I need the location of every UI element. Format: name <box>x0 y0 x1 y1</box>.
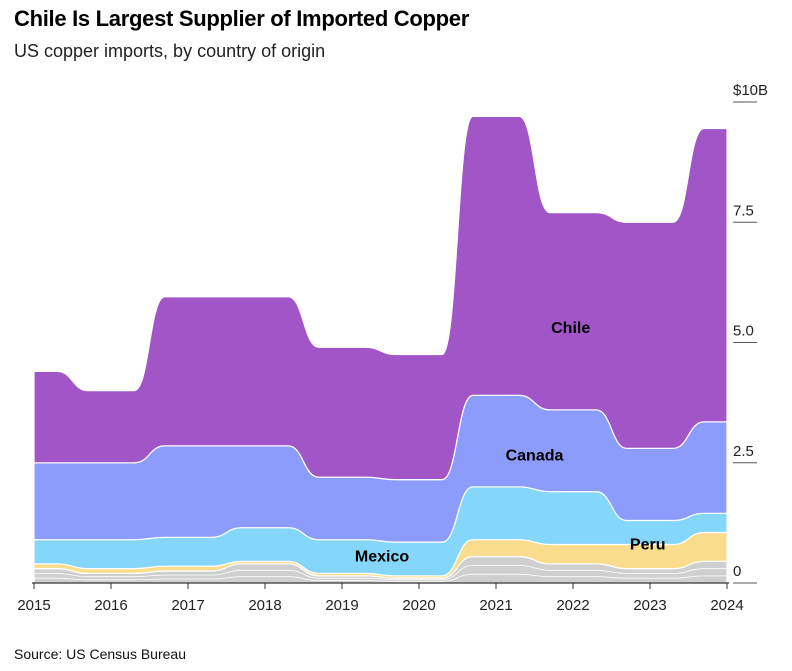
x-tick-label: 2015 <box>17 597 50 614</box>
y-tick-label: 7.5 <box>733 202 754 219</box>
y-tick-label: 5.0 <box>733 323 754 340</box>
x-tick-label: 2024 <box>710 597 743 614</box>
x-axis: 2015 2016 2017 2018 2019 2020 2021 2022 2023 2024 <box>17 582 744 614</box>
x-tick-label: 2021 <box>479 597 512 614</box>
y-tick-label: $10B <box>733 82 768 99</box>
y-tick-label: 2.5 <box>733 443 754 460</box>
x-tick-label: 2020 <box>402 597 435 614</box>
x-tick-label: 2022 <box>556 597 589 614</box>
other-band-divider <box>34 565 727 581</box>
series-label-chile: Chile <box>551 320 590 337</box>
x-tick-label: 2019 <box>325 597 358 614</box>
x-tick-label: 2016 <box>94 597 127 614</box>
y-tick-label: 0 <box>733 563 741 580</box>
x-tick-label: 2017 <box>171 597 204 614</box>
series-label-peru: Peru <box>630 537 666 554</box>
chart-subtitle: US copper imports, by country of origin <box>14 41 326 61</box>
stacked-area-chart: Chile Canada Mexico Peru 0 2.5 5.0 7.5 $10B 201… <box>17 82 768 614</box>
series-label-group: Chile Canada Mexico Peru <box>355 320 666 565</box>
other-band-divider <box>34 573 727 582</box>
x-tick-label: 2023 <box>633 597 666 614</box>
area-series-group <box>33 115 728 584</box>
area-chile <box>33 115 728 481</box>
series-label-mexico: Mexico <box>355 549 409 566</box>
x-tick-label: 2018 <box>248 597 281 614</box>
chart-title: Chile Is Largest Supplier of Imported Co… <box>14 6 469 31</box>
series-label-canada: Canada <box>506 448 564 465</box>
source-note: Source: US Census Bureau <box>14 646 186 662</box>
y-axis: 0 2.5 5.0 7.5 $10B <box>733 82 768 584</box>
other-band-divider <box>34 556 727 579</box>
